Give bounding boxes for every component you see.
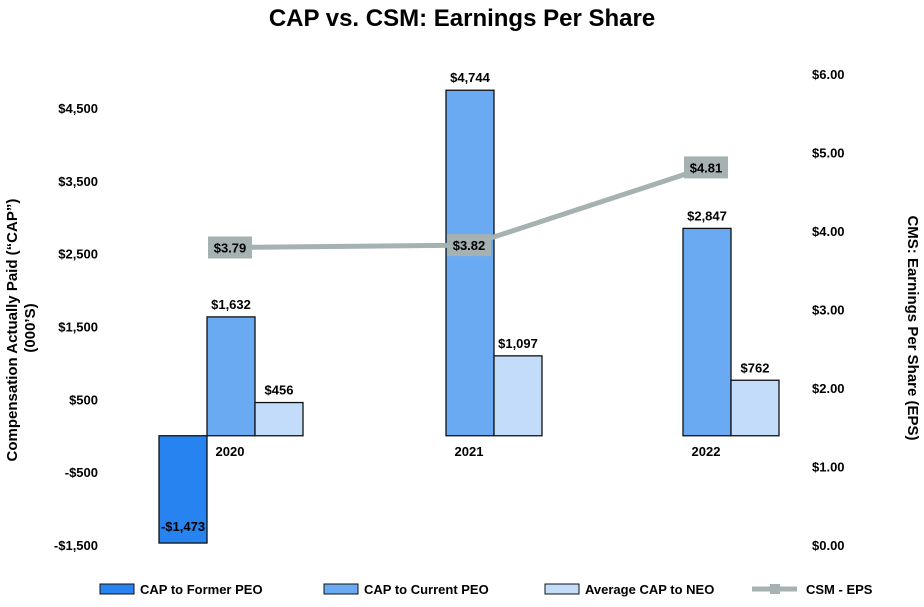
left-axis: -$1,500 -$500 $500 $1,500 $2,500 $3,500 $4,500 <box>54 101 98 553</box>
bar-average-cap-to-neo-2021 <box>493 355 543 437</box>
right-axis-title: CMS: Earnings Per Share (EPS) <box>904 215 921 440</box>
category-label: 2020 <box>216 444 245 459</box>
category-label: 2021 <box>455 444 484 459</box>
bar-average-cap-to-neo-2020 <box>254 401 304 437</box>
eps-line-layer: $3.79 $3.82 $4.81 <box>208 156 728 259</box>
right-tick-label: $0.00 <box>812 538 845 553</box>
bar-data-label: -$1,473 <box>161 519 205 534</box>
right-tick-label: $5.00 <box>812 146 845 161</box>
eps-data-label: $4.81 <box>690 160 723 175</box>
right-tick-label: $1.00 <box>812 460 845 475</box>
right-tick-label: $4.00 <box>812 224 845 239</box>
left-axis-title-line-1: Compensation Actually Paid (“CAP”) <box>4 199 21 462</box>
right-tick-label: $2.00 <box>812 381 845 396</box>
right-axis: $0.00 $1.00 $2.00 $3.00 $4.00 $5.00 $6.00 <box>812 67 845 553</box>
right-tick-label: $3.00 <box>812 303 845 318</box>
bar-data-label: $2,847 <box>687 208 727 223</box>
legend-swatch-cap-to-current-peo <box>323 583 359 595</box>
category-labels: 2020 2021 2022 <box>216 444 721 459</box>
left-tick-label: -$1,500 <box>54 538 98 553</box>
left-tick-label: $2,500 <box>58 247 98 262</box>
eps-label-box <box>447 234 491 257</box>
bar-data-label: $1,632 <box>211 297 251 312</box>
bar-cap-to-current-peo-2021 <box>445 89 495 437</box>
eps-label-box <box>208 236 252 259</box>
category-label: 2022 <box>692 444 721 459</box>
bars-layer: -$1,473 $1,632 $456 $4,744 $1,097 $2,847 $762 <box>158 70 780 544</box>
right-tick-label: $6.00 <box>812 67 845 82</box>
legend: CAP to Former PEO CAP to Current PEO Avera… <box>99 582 873 597</box>
left-tick-label: $500 <box>69 392 98 407</box>
bar-average-cap-to-neo-2022 <box>730 379 780 437</box>
legend-swatch-cap-to-former-peo <box>99 583 135 595</box>
legend-label-cap-to-current-peo: CAP to Current PEO <box>364 582 489 597</box>
chart-title: CAP vs. CSM: Earnings Per Share <box>269 5 655 32</box>
left-axis-title-line-2: (000’S) <box>22 303 39 352</box>
legend-label-cap-to-former-peo: CAP to Former PEO <box>140 582 263 597</box>
left-tick-label: -$500 <box>65 465 98 480</box>
left-tick-label: $3,500 <box>58 174 98 189</box>
bar-data-label: $4,744 <box>450 70 491 85</box>
bar-data-label: $762 <box>741 360 770 375</box>
eps-data-label: $3.79 <box>214 240 247 255</box>
eps-data-label: $3.82 <box>453 238 486 253</box>
left-axis-title: Compensation Actually Paid (“CAP”) (000’… <box>4 195 39 462</box>
legend-swatch-average-cap-to-neo <box>544 583 580 595</box>
legend-label-average-cap-to-neo: Average CAP to NEO <box>585 582 714 597</box>
bar-data-label: $1,097 <box>498 336 538 351</box>
left-tick-label: $1,500 <box>58 320 98 335</box>
legend-marker-csm-eps <box>770 584 780 594</box>
bar-cap-to-former-peo-2020 <box>158 435 208 544</box>
bar-data-label: $456 <box>265 383 294 398</box>
bar-cap-to-current-peo-2020 <box>206 316 256 437</box>
left-tick-label: $4,500 <box>58 101 98 116</box>
bar-cap-to-current-peo-2022 <box>682 227 732 437</box>
eps-label-box <box>684 156 728 179</box>
legend-label-csm-eps: CSM - EPS <box>806 582 873 597</box>
